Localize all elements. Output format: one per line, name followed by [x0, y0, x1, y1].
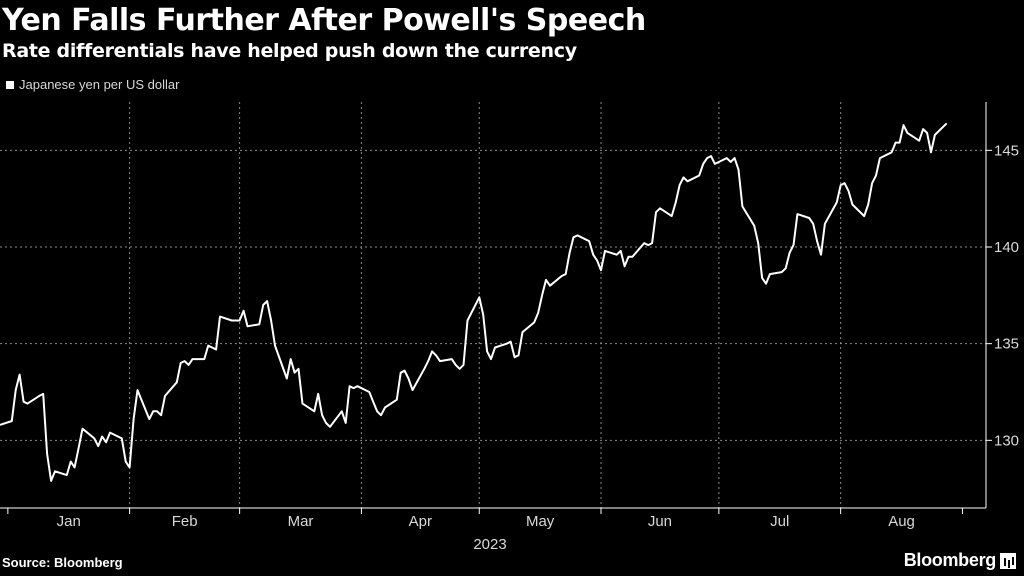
series-line-yen-per-usd — [0, 122, 948, 482]
bloomberg-logo: Bloomberg — [904, 550, 1016, 571]
x-tick-label: Mar — [288, 513, 314, 530]
y-tick-label: 135 — [994, 336, 1019, 353]
x-tick-label: Aug — [888, 513, 915, 530]
x-tick-label: Jun — [648, 513, 672, 530]
bloomberg-chart-icon — [1000, 552, 1016, 569]
legend-swatch — [6, 80, 14, 89]
y-tick-label: 145 — [994, 142, 1019, 159]
chart-title: Yen Falls Further After Powell's Speech — [2, 3, 646, 38]
logo-text: Bloomberg — [903, 550, 997, 570]
y-tick-label: 130 — [994, 432, 1019, 449]
x-tick-label: Jan — [57, 513, 81, 530]
legend-label: Japanese yen per US dollar — [19, 77, 180, 92]
x-tick-label: Apr — [409, 513, 432, 530]
x-tick-label: May — [526, 513, 555, 530]
legend: Japanese yen per US dollar — [6, 77, 179, 92]
y-tick-label: 140 — [994, 239, 1019, 256]
x-axis-label: 2023 — [473, 536, 506, 553]
grid-lines — [0, 102, 986, 508]
source-note: Source: Bloomberg — [2, 555, 123, 570]
x-tick-label: Jul — [770, 513, 789, 530]
chart-subtitle: Rate differentials have helped push down… — [2, 40, 577, 62]
x-tick-label: Feb — [172, 513, 198, 530]
axes: 130 135 140 145 Jan Feb Mar Apr May Jun Jul Aug — [0, 102, 1019, 530]
series-layer — [0, 122, 948, 482]
